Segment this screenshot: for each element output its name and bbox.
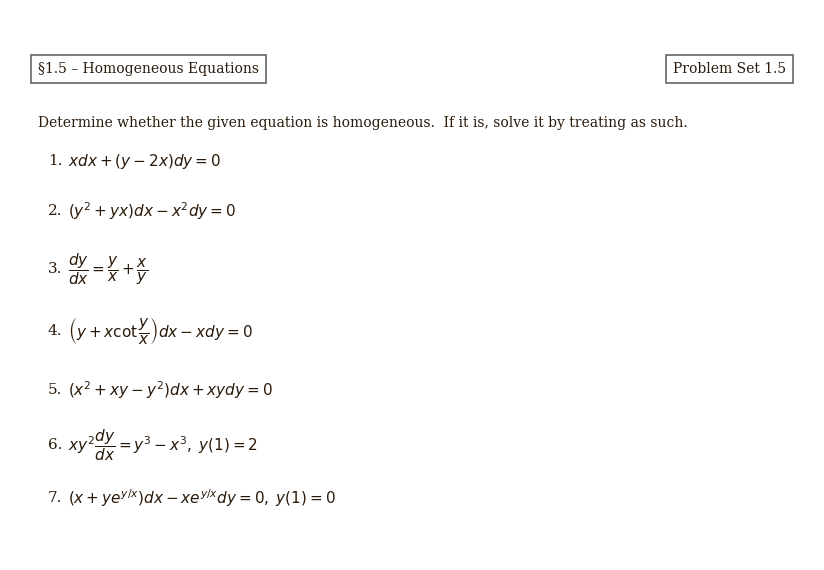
- Text: $(y^2 + yx)dx - x^2dy = 0$: $(y^2 + yx)dx - x^2dy = 0$: [68, 200, 236, 222]
- Text: $(x^2 + xy - y^2)dx + xydy = 0$: $(x^2 + xy - y^2)dx + xydy = 0$: [68, 380, 273, 401]
- Text: $\dfrac{dy}{dx} = \dfrac{y}{x} + \dfrac{x}{y}$: $\dfrac{dy}{dx} = \dfrac{y}{x} + \dfrac{…: [68, 251, 148, 287]
- Text: 5.: 5.: [48, 384, 63, 397]
- Text: Problem Set 1.5: Problem Set 1.5: [673, 62, 786, 76]
- Text: §1.5 – Homogeneous Equations: §1.5 – Homogeneous Equations: [38, 62, 259, 76]
- Text: $xdx + (y - 2x)dy = 0$: $xdx + (y - 2x)dy = 0$: [68, 152, 222, 170]
- Text: 1.: 1.: [48, 154, 63, 168]
- Text: Determine whether the given equation is homogeneous.  If it is, solve it by trea: Determine whether the given equation is …: [38, 116, 687, 130]
- Text: 3.: 3.: [48, 262, 63, 276]
- Text: 2.: 2.: [48, 204, 63, 218]
- Text: $(x + ye^{y/x})dx - xe^{y/x}dy = 0,\; y(1) = 0$: $(x + ye^{y/x})dx - xe^{y/x}dy = 0,\; y(…: [68, 487, 335, 509]
- Text: $\left(y + x\cot\dfrac{y}{x}\right)dx - xdy = 0$: $\left(y + x\cot\dfrac{y}{x}\right)dx - …: [68, 316, 253, 345]
- Text: $xy^2\dfrac{dy}{dx} = y^3 - x^3,\; y(1) = 2$: $xy^2\dfrac{dy}{dx} = y^3 - x^3,\; y(1) …: [68, 428, 258, 463]
- Text: 6.: 6.: [48, 438, 63, 453]
- Text: 7.: 7.: [48, 491, 63, 505]
- Text: 4.: 4.: [48, 324, 63, 337]
